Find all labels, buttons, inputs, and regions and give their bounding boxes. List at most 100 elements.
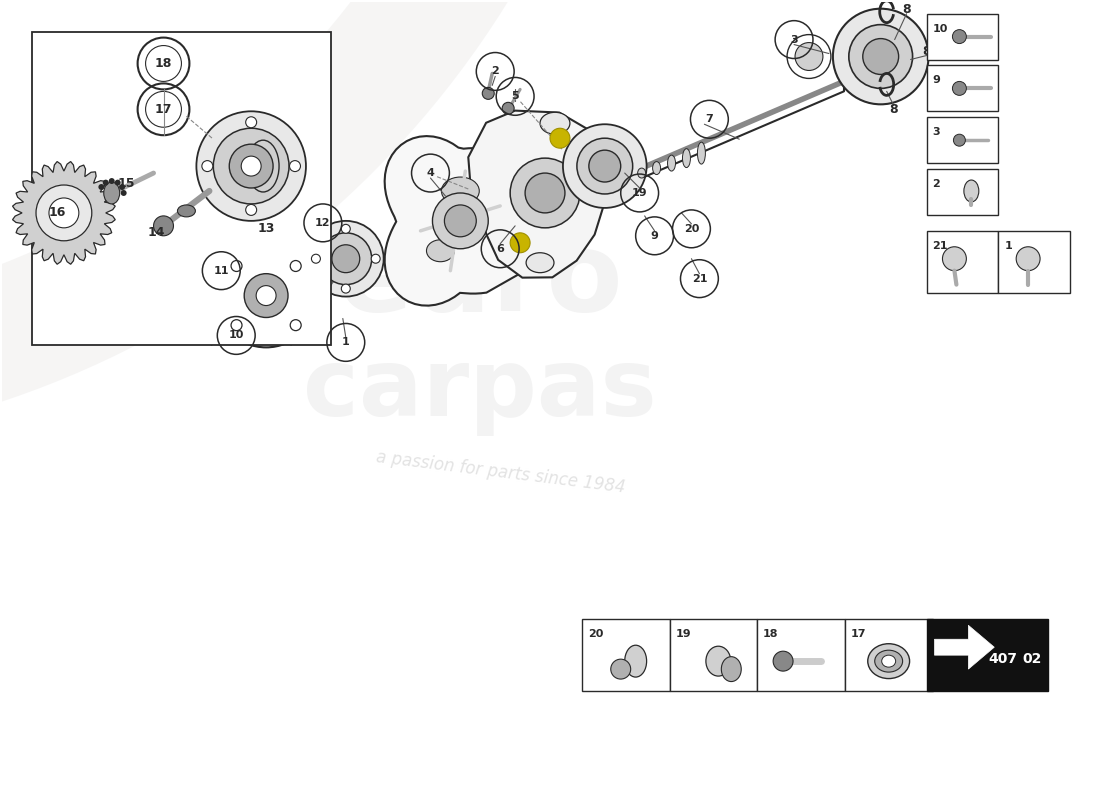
Bar (926, 231, 998, 293)
Text: 2: 2 (492, 66, 499, 77)
Circle shape (229, 144, 273, 188)
Text: 16: 16 (48, 206, 66, 219)
Circle shape (308, 221, 384, 297)
Ellipse shape (722, 657, 741, 682)
Circle shape (114, 180, 121, 186)
Circle shape (849, 25, 913, 88)
Circle shape (231, 320, 242, 330)
Text: 19: 19 (675, 630, 691, 639)
Text: 02: 02 (1022, 652, 1042, 666)
Circle shape (510, 158, 580, 228)
Circle shape (953, 30, 967, 43)
Circle shape (121, 190, 126, 196)
Circle shape (833, 9, 928, 104)
Text: carpas: carpas (304, 344, 657, 436)
Text: 3: 3 (790, 34, 798, 45)
Bar (926, 619, 1048, 691)
Circle shape (795, 42, 823, 70)
Circle shape (102, 180, 109, 186)
Circle shape (231, 261, 242, 271)
Circle shape (503, 102, 514, 114)
Text: 20: 20 (587, 630, 603, 639)
Ellipse shape (103, 182, 120, 204)
Circle shape (341, 224, 350, 234)
Circle shape (154, 216, 174, 236)
Text: euro: euro (338, 227, 623, 334)
Text: a passion for parts since 1984: a passion for parts since 1984 (374, 448, 626, 496)
Text: 8: 8 (922, 45, 931, 58)
Ellipse shape (706, 646, 730, 676)
Circle shape (432, 193, 488, 249)
Ellipse shape (427, 240, 454, 262)
Text: 13: 13 (257, 222, 275, 235)
Text: 9: 9 (933, 75, 940, 86)
Bar (670, 619, 757, 691)
Text: 14: 14 (147, 226, 165, 239)
Bar (757, 619, 845, 691)
Circle shape (332, 245, 360, 273)
Text: 21: 21 (692, 274, 707, 284)
Ellipse shape (874, 650, 903, 672)
Circle shape (311, 254, 320, 263)
Circle shape (482, 87, 494, 99)
Circle shape (576, 138, 632, 194)
Polygon shape (935, 626, 994, 669)
Text: 4: 4 (427, 168, 434, 178)
Circle shape (510, 233, 530, 253)
Circle shape (1016, 246, 1041, 270)
Circle shape (244, 274, 288, 318)
Circle shape (444, 205, 476, 237)
Text: 8: 8 (889, 103, 898, 116)
Bar (845, 619, 933, 691)
Circle shape (36, 185, 91, 241)
Text: 17: 17 (850, 630, 867, 639)
Circle shape (588, 150, 620, 182)
Text: 12: 12 (315, 218, 331, 228)
Polygon shape (469, 110, 610, 278)
Text: 6: 6 (496, 244, 504, 254)
Circle shape (862, 38, 899, 74)
Circle shape (943, 246, 967, 270)
Ellipse shape (668, 155, 675, 171)
Text: 5: 5 (512, 91, 519, 102)
Circle shape (371, 254, 381, 263)
Circle shape (341, 284, 350, 293)
Circle shape (953, 82, 967, 95)
Text: 10: 10 (933, 24, 948, 34)
Circle shape (50, 198, 79, 228)
Ellipse shape (868, 644, 910, 678)
Text: 10: 10 (229, 330, 244, 341)
Polygon shape (12, 162, 116, 264)
Circle shape (230, 260, 302, 331)
Text: 2: 2 (933, 179, 940, 189)
Text: 407: 407 (988, 652, 1018, 666)
Circle shape (525, 173, 565, 213)
Circle shape (610, 659, 630, 679)
Bar (926, 66, 998, 111)
Bar (998, 231, 1070, 293)
Polygon shape (385, 136, 543, 306)
Ellipse shape (882, 655, 895, 667)
Bar (32, 32, 331, 346)
Text: 15: 15 (118, 177, 135, 190)
Bar (926, 118, 998, 163)
Circle shape (213, 128, 289, 204)
Text: 8: 8 (902, 3, 911, 16)
Circle shape (202, 161, 212, 171)
Text: 9: 9 (651, 231, 659, 241)
Text: 18: 18 (763, 630, 779, 639)
Text: 17: 17 (155, 103, 173, 116)
Circle shape (289, 161, 300, 171)
Circle shape (241, 156, 261, 176)
Ellipse shape (177, 205, 196, 217)
Text: 19: 19 (631, 188, 648, 198)
Circle shape (954, 134, 966, 146)
Ellipse shape (526, 253, 554, 273)
Text: 1: 1 (342, 338, 350, 347)
Ellipse shape (682, 149, 691, 167)
Circle shape (290, 320, 301, 330)
Circle shape (245, 117, 256, 128)
Circle shape (290, 261, 301, 271)
Circle shape (109, 178, 114, 184)
Ellipse shape (441, 177, 480, 205)
